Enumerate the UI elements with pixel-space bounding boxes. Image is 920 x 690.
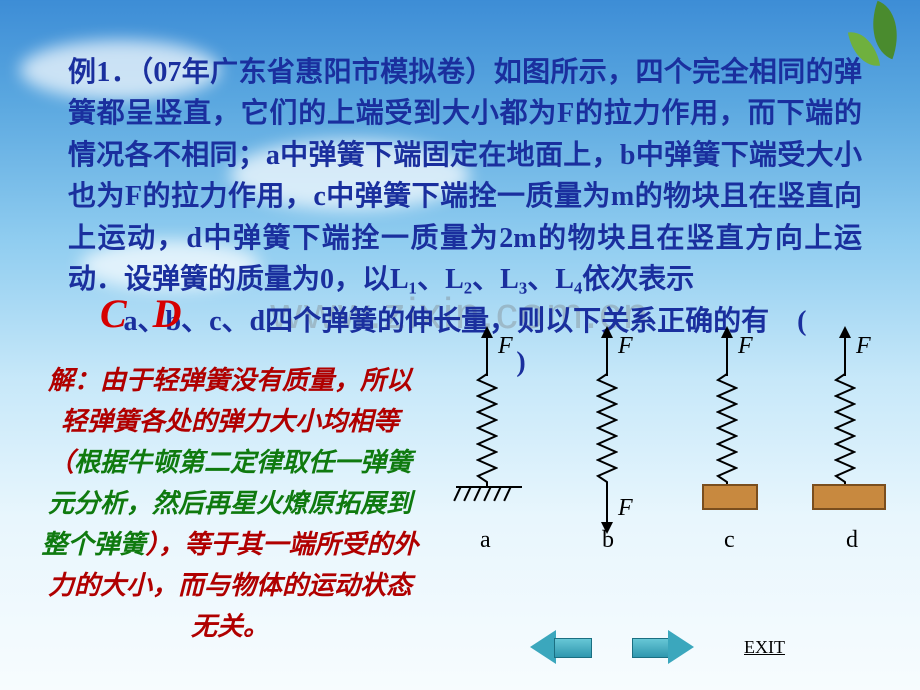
spring-a: F — [428, 328, 538, 558]
spring-b: F F — [548, 328, 658, 558]
diagram-label-b: b — [602, 528, 614, 552]
diagram-label-c: c — [724, 528, 735, 552]
force-label: F — [738, 334, 753, 358]
question-body: 例1．（07年广东省惠阳市模拟卷）如图所示，四个完全相同的弹簧都呈竖直，它们的上… — [68, 57, 862, 295]
spring-c: F — [668, 328, 778, 558]
diagram-label-a: a — [480, 528, 491, 552]
solution-text: 解：由于轻弹簧没有质量，所以轻弹簧各处的弹力大小均相等（根据牛顿第二定律取任一弹… — [40, 360, 420, 648]
force-label: F — [498, 334, 513, 358]
mass-block — [702, 484, 758, 510]
force-label: F — [618, 334, 633, 358]
slide: { "slide": { "width": 920, "height": 690… — [0, 0, 920, 690]
mass-block-big — [812, 484, 886, 510]
answer-text: C D — [100, 294, 190, 334]
exit-button[interactable]: EXIT — [744, 638, 785, 656]
spring-coil — [596, 368, 618, 488]
prev-button[interactable] — [530, 632, 592, 662]
force-arrow-down — [606, 484, 608, 532]
ground-icon — [456, 486, 522, 506]
spring-coil — [476, 368, 498, 488]
force-label: F — [856, 334, 871, 358]
spring-coil — [716, 368, 738, 488]
next-button[interactable] — [632, 632, 694, 662]
spring-coil — [834, 368, 856, 488]
diagram-label-d: d — [846, 528, 858, 552]
nav-bar: EXIT — [530, 632, 890, 662]
spring-d: F — [786, 328, 896, 558]
spring-diagram: F F F F F a b c d — [428, 328, 898, 558]
force-label: F — [618, 496, 633, 520]
